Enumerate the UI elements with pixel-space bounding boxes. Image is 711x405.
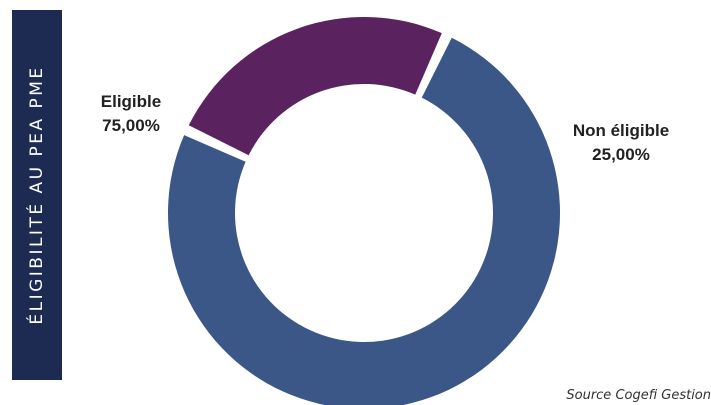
slice-label-eligible-name: Eligible — [101, 92, 161, 111]
side-title-band — [12, 10, 62, 380]
slice-label-eligible-value: 75,00% — [102, 116, 160, 135]
slice-label-non-eligible-value: 25,00% — [592, 145, 650, 164]
donut-slice-eligible — [168, 37, 560, 405]
source-note: Source Cogefi Gestion — [566, 388, 711, 403]
slice-label-non-eligible-name: Non éligible — [573, 121, 669, 140]
donut-slice-non-éligible — [188, 17, 442, 156]
